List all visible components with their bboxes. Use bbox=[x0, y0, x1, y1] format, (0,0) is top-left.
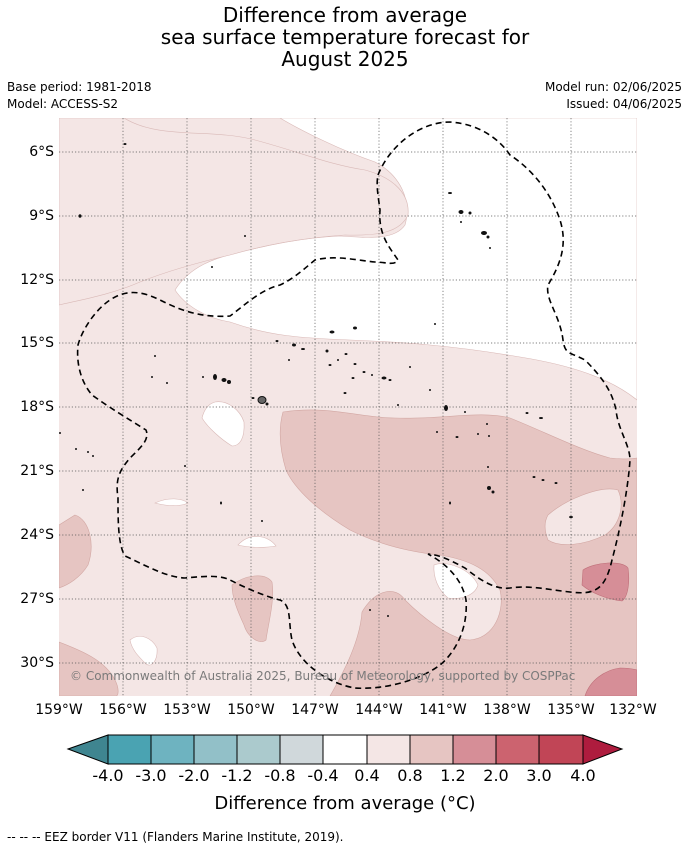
model-run: Model run: 02/06/2025 bbox=[544, 80, 682, 94]
lat-label-18s: 18°S bbox=[20, 399, 54, 415]
colorbar-bin-1 bbox=[107, 734, 152, 765]
colorbar-tick-label: -2.0 bbox=[178, 766, 210, 785]
anomaly-field bbox=[59, 118, 637, 696]
colorbar bbox=[66, 734, 624, 765]
lon-label-156w: 156°W bbox=[99, 702, 147, 718]
lon-label-159w: 159°W bbox=[35, 702, 83, 718]
lat-label-30s: 30°S bbox=[20, 655, 54, 671]
anomaly-region-warm-east bbox=[581, 562, 630, 602]
anomaly-region-southwest-corner bbox=[59, 641, 119, 696]
anomaly-region-neutral-patch-4 bbox=[129, 636, 158, 666]
lon-label-144w: 144°W bbox=[355, 702, 403, 718]
colorbar-tick-label: -1.2 bbox=[221, 766, 253, 785]
colorbar-bin-6 bbox=[322, 734, 368, 765]
lat-label-6s: 6°S bbox=[29, 144, 54, 160]
lon-label-138w: 138°W bbox=[483, 702, 531, 718]
colorbar-tick-label: -0.8 bbox=[264, 766, 296, 785]
colorbar-tick-label: 3.0 bbox=[526, 766, 552, 785]
colorbar-tick-label: 0.4 bbox=[354, 766, 380, 785]
lon-label-141w: 141°W bbox=[419, 702, 467, 718]
colorbar-bin-8 bbox=[409, 734, 454, 765]
colorbar-bin-9 bbox=[452, 734, 497, 765]
colorbar-bin-2 bbox=[150, 734, 195, 765]
lon-label-132w: 132°W bbox=[609, 702, 657, 718]
eez-border bbox=[76, 121, 631, 690]
colorbar-bin-4 bbox=[236, 734, 281, 765]
map-title: Difference from average sea surface temp… bbox=[0, 4, 690, 70]
issued-date: Issued: 04/06/2025 bbox=[566, 97, 682, 111]
colorbar-bin-10 bbox=[495, 734, 540, 765]
anomaly-region-warm-southeast bbox=[584, 667, 637, 696]
lat-label-27s: 27°S bbox=[20, 591, 54, 607]
meta-left: Base period: 1981-2018 Model: ACCESS-S2 bbox=[7, 79, 152, 113]
colorbar-low-extension bbox=[66, 734, 109, 765]
lon-label-150w: 150°W bbox=[227, 702, 275, 718]
anomaly-region-neutral-patch-5 bbox=[433, 563, 479, 599]
colorbar-bin-11 bbox=[538, 734, 584, 765]
title-line-2: sea surface temperature forecast for bbox=[160, 25, 530, 49]
lon-label-153w: 153°W bbox=[163, 702, 211, 718]
lat-label-24s: 24°S bbox=[20, 527, 54, 543]
anomaly-region-neutral-north bbox=[124, 118, 637, 401]
eez-footnote: -- -- -- EEZ border V11 (Flanders Marine… bbox=[7, 830, 344, 844]
lat-label-9s: 9°S bbox=[29, 208, 54, 224]
colorbar-tick-label: 1.2 bbox=[440, 766, 466, 785]
lon-label-147w: 147°W bbox=[291, 702, 339, 718]
copyright-notice: © Commonwealth of Australia 2025, Bureau… bbox=[70, 669, 576, 683]
colorbar-tick-label: -4.0 bbox=[92, 766, 124, 785]
anomaly-region-west-edge bbox=[59, 514, 92, 589]
model-name: Model: ACCESS-S2 bbox=[7, 97, 119, 111]
lat-label-21s: 21°S bbox=[20, 463, 54, 479]
colorbar-tick-label: 0.8 bbox=[397, 766, 423, 785]
base-period: Base period: 1981-2018 bbox=[7, 80, 152, 94]
anomaly-region-neutral-patch-2 bbox=[154, 498, 189, 506]
anomaly-region-neutral-patch-3 bbox=[237, 536, 277, 548]
title-line-1: Difference from average bbox=[222, 3, 468, 27]
colorbar-high-extension bbox=[582, 734, 624, 765]
colorbar-bin-5 bbox=[279, 734, 324, 765]
anomaly-region-central-south bbox=[279, 409, 637, 696]
lat-label-12s: 12°S bbox=[20, 272, 54, 288]
meta-right: Model run: 02/06/2025 Issued: 04/06/2025 bbox=[545, 79, 682, 113]
colorbar-bin-3 bbox=[193, 734, 238, 765]
lat-label-15s: 15°S bbox=[20, 335, 54, 351]
colorbar-tick-label: 2.0 bbox=[483, 766, 509, 785]
title-line-3: August 2025 bbox=[281, 47, 409, 71]
colorbar-tick-label: 4.0 bbox=[570, 766, 596, 785]
colorbar-bin-7 bbox=[366, 734, 411, 765]
colorbar-tick-label: -0.4 bbox=[307, 766, 339, 785]
anomaly-region-southwest-pocket bbox=[231, 575, 273, 642]
anomaly-region-southeast-patch bbox=[544, 488, 622, 545]
anomaly-region-neutral-patch-1 bbox=[201, 401, 245, 447]
islands bbox=[59, 143, 573, 617]
lon-label-135w: 135°W bbox=[547, 702, 595, 718]
colorbar-title: Difference from average (°C) bbox=[214, 793, 476, 814]
colorbar-tick-label: -3.0 bbox=[135, 766, 167, 785]
grid-lines bbox=[59, 118, 637, 696]
